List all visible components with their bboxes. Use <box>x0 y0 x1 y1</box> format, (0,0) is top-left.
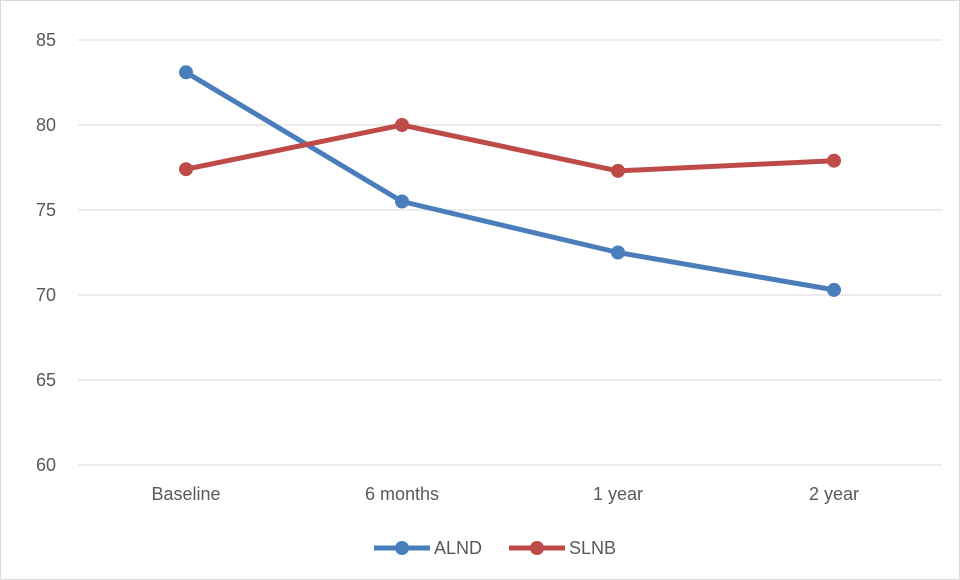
data-point-slnb <box>179 162 193 177</box>
y-tick-label: 70 <box>36 285 56 305</box>
data-point-slnb <box>827 153 841 168</box>
data-point-alnd <box>611 245 625 260</box>
y-tick-label: 60 <box>36 455 56 475</box>
data-point-alnd <box>179 65 193 80</box>
data-point-alnd <box>395 194 409 209</box>
data-point-slnb <box>611 163 625 178</box>
x-axis-ticks: Baseline 6 months 1 year 2 year <box>151 484 859 504</box>
legend-marker-slnb <box>530 541 544 555</box>
series-line-alnd <box>183 69 837 293</box>
gridlines <box>78 39 942 466</box>
data-point-alnd <box>827 282 841 297</box>
y-tick-label: 80 <box>36 115 56 135</box>
x-tick-label: 2 year <box>809 484 859 504</box>
y-tick-label: 85 <box>36 30 56 50</box>
x-tick-label: 6 months <box>365 484 439 504</box>
x-tick-label: 1 year <box>593 484 643 504</box>
y-tick-label: 75 <box>36 200 56 220</box>
legend: ALND SLNB <box>374 538 616 558</box>
y-tick-label: 65 <box>36 370 56 390</box>
data-point-slnb <box>395 118 409 132</box>
series-line-slnb <box>183 122 837 174</box>
legend-label-slnb: SLNB <box>569 538 616 558</box>
y-axis-ticks: 60 65 70 75 80 85 <box>36 30 56 475</box>
x-tick-label: Baseline <box>151 484 220 504</box>
legend-label-alnd: ALND <box>434 538 482 558</box>
legend-marker-alnd <box>395 541 409 555</box>
series-layer <box>179 65 841 297</box>
